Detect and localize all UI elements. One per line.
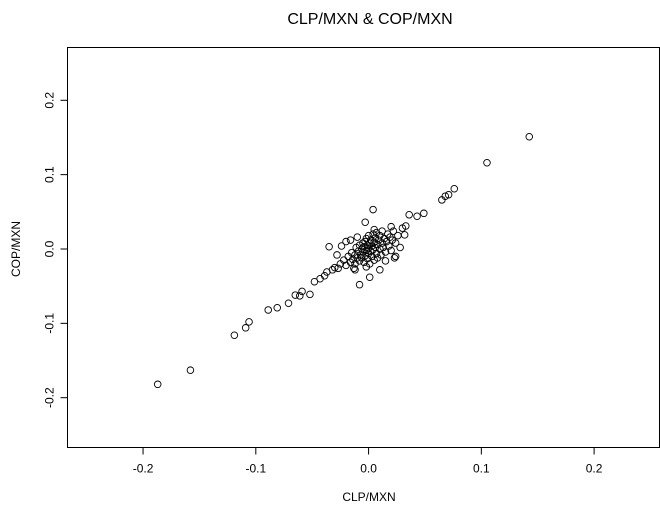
- x-tick-label: 0.1: [473, 462, 490, 476]
- point: [391, 252, 400, 261]
- x-axis-label: CLP/MXN: [342, 490, 395, 504]
- point: [368, 242, 376, 250]
- y-axis-label: COP/MXN: [9, 221, 23, 277]
- point: [381, 248, 390, 256]
- point: [350, 264, 358, 273]
- point: [413, 212, 421, 221]
- point: [291, 291, 300, 299]
- point: [342, 237, 350, 246]
- point: [328, 266, 337, 274]
- point: [400, 231, 409, 239]
- y-tick-label: -0.2: [43, 387, 57, 408]
- point: [420, 209, 428, 218]
- point: [387, 222, 395, 231]
- point: [373, 240, 382, 249]
- point: [245, 318, 253, 326]
- y-tick-label: -0.1: [43, 313, 57, 334]
- point: [320, 272, 329, 280]
- x-tick-label: 0.2: [586, 462, 603, 476]
- point: [483, 158, 491, 167]
- point: [378, 239, 386, 247]
- point: [379, 243, 387, 252]
- point: [284, 299, 293, 308]
- point: [396, 243, 404, 252]
- point: [387, 246, 395, 255]
- point: [525, 132, 534, 141]
- point: [186, 366, 195, 374]
- point: [306, 290, 314, 299]
- point: [340, 256, 348, 264]
- point: [438, 196, 446, 204]
- point: [444, 190, 453, 199]
- y-tick-label: 0.0: [43, 240, 57, 257]
- point: [369, 230, 377, 238]
- point: [296, 292, 304, 300]
- point: [273, 303, 281, 312]
- point: [394, 231, 402, 240]
- point: [349, 255, 357, 264]
- point: [362, 263, 371, 271]
- point: [153, 380, 162, 389]
- point: [390, 254, 399, 262]
- point: [378, 227, 386, 235]
- point: [337, 242, 346, 250]
- point: [389, 227, 398, 235]
- point: [264, 306, 272, 314]
- x-tick-label: -0.1: [245, 462, 266, 476]
- point: [381, 257, 390, 265]
- point: [398, 224, 407, 232]
- point: [330, 263, 339, 272]
- point: [360, 243, 368, 251]
- point: [359, 248, 367, 256]
- point: [361, 218, 369, 226]
- point: [370, 225, 378, 234]
- point: [376, 266, 384, 274]
- x-tick-label: 0.0: [360, 462, 377, 476]
- point: [355, 280, 364, 289]
- point: [333, 251, 341, 259]
- point: [369, 205, 377, 214]
- point: [391, 239, 400, 247]
- point: [230, 331, 239, 339]
- point: [351, 266, 359, 274]
- point: [353, 233, 362, 241]
- point: [365, 273, 374, 281]
- point: [364, 231, 373, 240]
- point: [310, 277, 319, 286]
- point: [241, 324, 250, 332]
- point: [450, 185, 459, 193]
- point: [405, 211, 413, 219]
- point: [334, 264, 342, 273]
- chart-title: CLP/MXN & COP/MXN: [287, 11, 452, 28]
- y-tick-label: 0.2: [43, 92, 57, 109]
- point: [363, 254, 372, 263]
- point: [385, 242, 393, 250]
- point: [298, 287, 306, 296]
- point: [346, 236, 355, 244]
- x-tick-label: -0.2: [133, 462, 154, 476]
- y-tick-label: 0.1: [43, 166, 57, 183]
- point: [325, 243, 333, 251]
